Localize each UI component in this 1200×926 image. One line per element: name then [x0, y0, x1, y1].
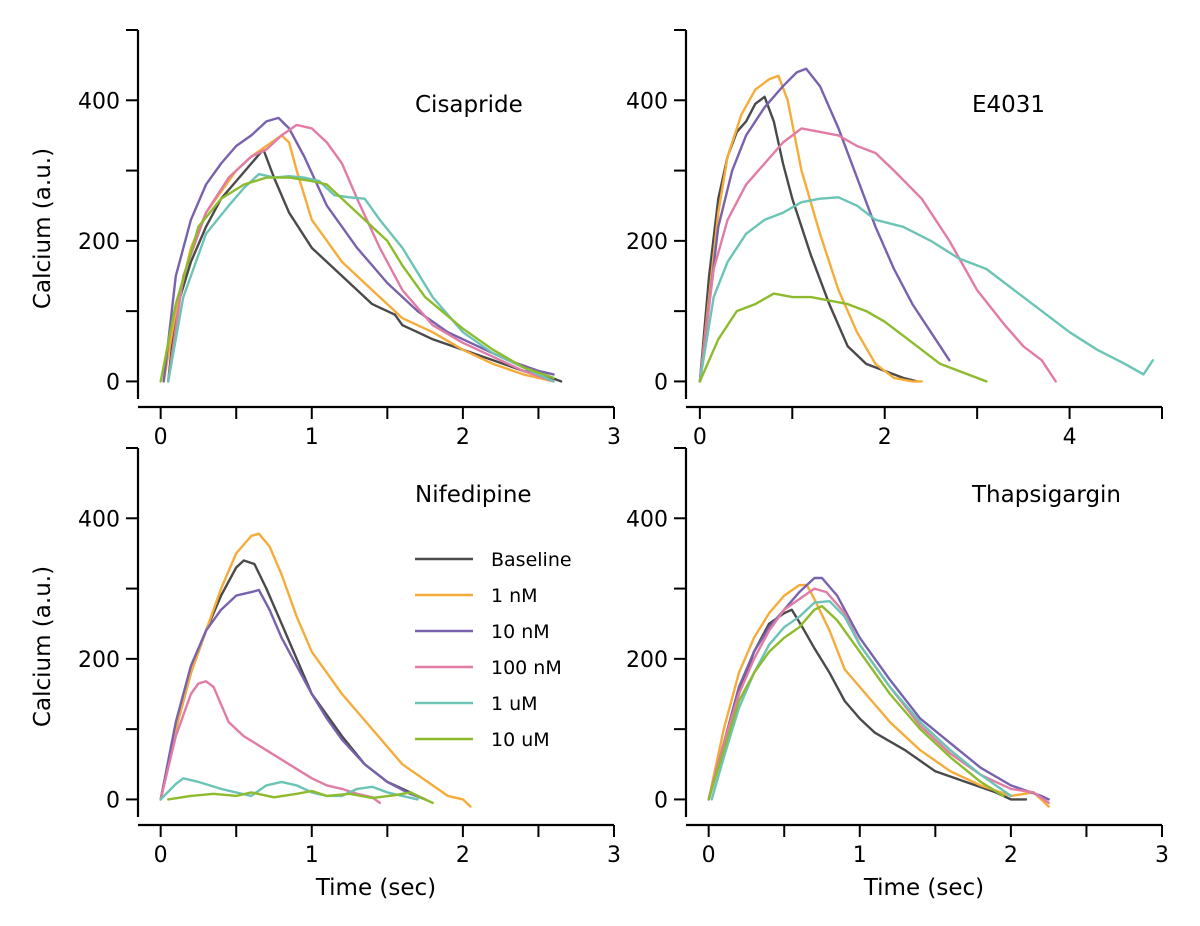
panel-title: Nifedipine	[415, 482, 532, 508]
series-line-1-nm	[159, 532, 472, 808]
y-tick-label: 400	[626, 89, 668, 114]
series-line-100-nm	[707, 587, 1050, 805]
series-line-10-nm	[698, 67, 951, 383]
legend-label: 10 nM	[491, 621, 550, 643]
x-tick-label: 3	[607, 425, 621, 450]
x-tick-label: 0	[693, 425, 707, 450]
y-tick-label: 400	[78, 507, 120, 532]
legend-label: Baseline	[491, 549, 572, 571]
panel-title: Thapsigargin	[971, 482, 1121, 508]
series-line-1-um	[710, 600, 1013, 801]
y-tick-label: 200	[626, 230, 668, 255]
panel-cisapride: 0 200 400 0 1 2 3 Cisapride Calcium (a.u.)	[30, 29, 621, 450]
x-tick-label: 1	[853, 843, 867, 868]
series-line-10-nm	[162, 116, 555, 383]
legend: Baseline 1 nM 10 nM 100 nM 1 uM 10 uM	[415, 549, 572, 751]
series-line-100-nm	[167, 123, 555, 383]
panel-thapsigargin: 0 200 400 0 1 2 3 Thapsigargin Time (sec)	[626, 447, 1169, 901]
y-tick-label: 200	[78, 230, 120, 255]
y-tick-label: 0	[106, 370, 120, 395]
panel-e4031: 0 200 400 0 2 4 E4031	[626, 29, 1163, 450]
series-line-1-um	[159, 777, 419, 801]
x-tick-label: 4	[1063, 425, 1077, 450]
x-tick-label: 0	[154, 425, 168, 450]
panel-title: E4031	[972, 92, 1045, 118]
panel-nifedipine: 0 200 400 0 1 2 3 Nifedipine Calcium (a.u.) Time …	[30, 447, 621, 901]
series-line-100-nm	[159, 680, 381, 805]
panel-title: Cisapride	[415, 92, 523, 118]
x-tick-label: 2	[456, 843, 470, 868]
y-tick-label: 0	[654, 788, 668, 813]
legend-label: 1 uM	[491, 693, 538, 715]
series-line-1-nm	[162, 134, 555, 383]
y-axis-title: Calcium (a.u.)	[30, 148, 56, 309]
legend-label: 100 nM	[491, 657, 562, 679]
x-tick-label: 3	[1155, 843, 1169, 868]
y-tick-label: 400	[78, 89, 120, 114]
series-line-10-um	[707, 604, 1005, 801]
legend-label: 1 nM	[491, 585, 538, 607]
series-line-1-um	[167, 172, 555, 383]
x-tick-label: 2	[456, 425, 470, 450]
x-axis-title: Time (sec)	[863, 875, 984, 901]
x-tick-label: 2	[878, 425, 892, 450]
x-tick-label: 0	[702, 843, 716, 868]
x-tick-label: 2	[1004, 843, 1018, 868]
series-line-baseline	[167, 148, 563, 383]
x-tick-label: 1	[305, 425, 319, 450]
series-line-10-um	[167, 789, 434, 805]
series-line-baseline	[159, 559, 427, 801]
y-tick-label: 0	[654, 370, 668, 395]
series-line-100-nm	[698, 127, 1057, 383]
y-tick-label: 200	[626, 648, 668, 673]
series-line-baseline	[707, 608, 1028, 801]
y-tick-label: 200	[78, 648, 120, 673]
series-line-10-um	[159, 176, 555, 383]
x-tick-label: 3	[607, 843, 621, 868]
series-line-10-nm	[707, 576, 1050, 801]
x-axis-title: Time (sec)	[315, 875, 436, 901]
x-tick-label: 1	[305, 843, 319, 868]
y-tick-label: 0	[106, 788, 120, 813]
series-line-1-nm	[698, 74, 923, 383]
legend-label: 10 uM	[491, 729, 550, 751]
series-line-10-nm	[159, 588, 427, 801]
series-line-1-nm	[707, 583, 1050, 808]
y-axis-title: Calcium (a.u.)	[30, 566, 56, 727]
series-line-10-um	[698, 292, 988, 383]
series-line-1-um	[698, 196, 1154, 383]
y-tick-label: 400	[626, 507, 668, 532]
x-tick-label: 0	[154, 843, 168, 868]
